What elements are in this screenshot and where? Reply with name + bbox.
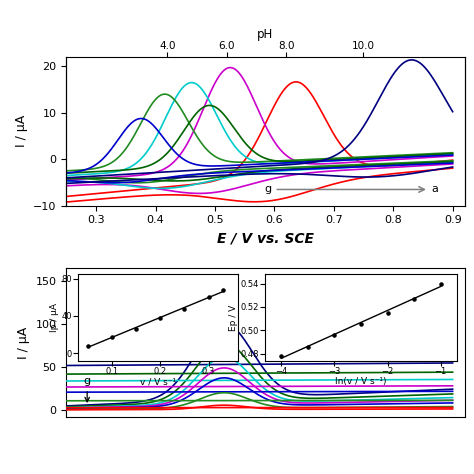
Text: b: b xyxy=(77,277,87,291)
Y-axis label: I / μA: I / μA xyxy=(17,327,30,359)
Text: g: g xyxy=(83,376,91,402)
Text: g: g xyxy=(264,184,272,194)
Text: a: a xyxy=(432,184,439,194)
X-axis label: pH: pH xyxy=(257,28,273,41)
X-axis label: E / V vs. SCE: E / V vs. SCE xyxy=(217,231,314,245)
Y-axis label: I / μA: I / μA xyxy=(15,115,27,147)
